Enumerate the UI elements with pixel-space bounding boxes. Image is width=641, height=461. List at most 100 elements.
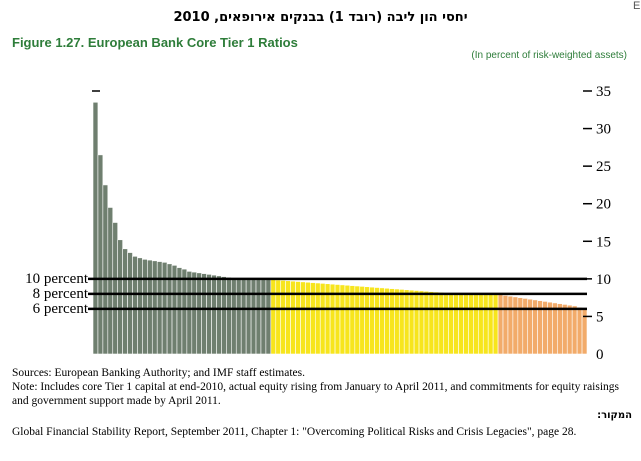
bar bbox=[176, 267, 183, 355]
bar bbox=[245, 278, 252, 355]
bar bbox=[349, 285, 356, 355]
bar bbox=[374, 287, 380, 355]
hebrew-title: יחסי הון ליבה (רובד 1) בבנקים אירופאים, … bbox=[173, 10, 468, 25]
bar bbox=[428, 291, 435, 355]
y-tick-label: 5 bbox=[596, 309, 604, 325]
bar bbox=[92, 101, 99, 355]
bar bbox=[487, 293, 494, 355]
bar bbox=[566, 304, 573, 355]
bar bbox=[473, 293, 479, 355]
bar bbox=[576, 307, 583, 355]
bar bbox=[468, 293, 474, 355]
bar bbox=[211, 274, 217, 355]
bar bbox=[522, 298, 529, 355]
y-tick-label: 0 bbox=[596, 347, 604, 363]
bar bbox=[186, 271, 193, 355]
bar bbox=[527, 298, 533, 355]
bar bbox=[389, 288, 395, 355]
bar bbox=[463, 293, 469, 355]
bar bbox=[492, 293, 499, 355]
bar bbox=[265, 278, 272, 355]
y-tick-label: 30 bbox=[596, 122, 611, 138]
bar bbox=[394, 288, 400, 355]
bar bbox=[137, 257, 143, 355]
bar bbox=[206, 274, 212, 355]
bar bbox=[507, 295, 514, 355]
threshold-label: 10 percent bbox=[25, 271, 89, 287]
bar bbox=[364, 286, 370, 355]
bar bbox=[384, 287, 390, 355]
bar bbox=[561, 304, 568, 355]
bar bbox=[216, 275, 222, 355]
bar bbox=[478, 293, 484, 355]
bar bbox=[438, 292, 445, 355]
bar bbox=[226, 277, 232, 355]
bar bbox=[344, 284, 351, 355]
citation-text: Global Financial Stability Report, Septe… bbox=[12, 426, 577, 438]
bars-group bbox=[92, 101, 588, 355]
bar bbox=[433, 291, 440, 355]
bar bbox=[221, 276, 227, 355]
bar bbox=[557, 303, 563, 355]
figure-title: Figure 1.27. European Bank Core Tier 1 R… bbox=[12, 35, 298, 50]
y-tick-label: 10 bbox=[596, 272, 611, 288]
bar bbox=[482, 293, 489, 355]
bar bbox=[255, 278, 262, 355]
bar bbox=[127, 252, 133, 355]
bar bbox=[502, 295, 509, 355]
bar bbox=[517, 297, 524, 355]
bar bbox=[122, 248, 128, 355]
bar bbox=[295, 281, 301, 355]
bar bbox=[231, 277, 237, 355]
bar bbox=[497, 294, 504, 355]
bar bbox=[369, 286, 375, 355]
y-tick-label: 15 bbox=[596, 234, 611, 250]
y-axis: 0 5 10 15 20 25 30 35 bbox=[583, 84, 611, 363]
bar bbox=[379, 287, 385, 355]
bar bbox=[354, 285, 361, 355]
y-tick-label: 25 bbox=[596, 159, 611, 175]
bar bbox=[423, 290, 430, 355]
source-heading: המקור: bbox=[597, 410, 632, 421]
bar bbox=[181, 268, 188, 355]
bar bbox=[418, 290, 425, 355]
bar bbox=[280, 280, 286, 355]
bar bbox=[339, 284, 346, 355]
note-text: Note: Includes core Tier 1 capital at en… bbox=[12, 381, 620, 407]
bar bbox=[571, 305, 578, 355]
bar bbox=[112, 222, 119, 355]
bar bbox=[290, 280, 296, 355]
threshold-label: 8 percent bbox=[33, 286, 89, 302]
bar bbox=[250, 278, 257, 355]
bar bbox=[235, 278, 242, 355]
bar bbox=[581, 308, 588, 355]
bar bbox=[552, 302, 558, 355]
bar bbox=[97, 154, 104, 355]
bar bbox=[191, 271, 198, 355]
sources-text: Sources: European Banking Authority; and… bbox=[12, 367, 305, 379]
bar bbox=[448, 292, 454, 355]
bar bbox=[270, 279, 277, 355]
bar bbox=[408, 289, 415, 355]
bar bbox=[413, 290, 420, 355]
y-tick-label: 35 bbox=[596, 84, 611, 100]
bar bbox=[275, 279, 282, 355]
page-marker: E bbox=[633, 0, 641, 12]
bar bbox=[117, 239, 123, 355]
bar bbox=[512, 296, 519, 355]
bar bbox=[196, 272, 202, 355]
bar bbox=[201, 273, 207, 355]
bar bbox=[359, 286, 366, 355]
bar bbox=[443, 292, 449, 355]
bar bbox=[458, 293, 464, 355]
bar bbox=[398, 289, 405, 355]
bar bbox=[403, 289, 410, 355]
bar bbox=[132, 256, 138, 355]
bar bbox=[240, 278, 247, 355]
threshold-label: 6 percent bbox=[33, 301, 89, 317]
y-tick-label: 20 bbox=[596, 197, 611, 213]
unit-note: (In percent of risk-weighted assets) bbox=[471, 50, 627, 61]
bar bbox=[142, 259, 148, 355]
